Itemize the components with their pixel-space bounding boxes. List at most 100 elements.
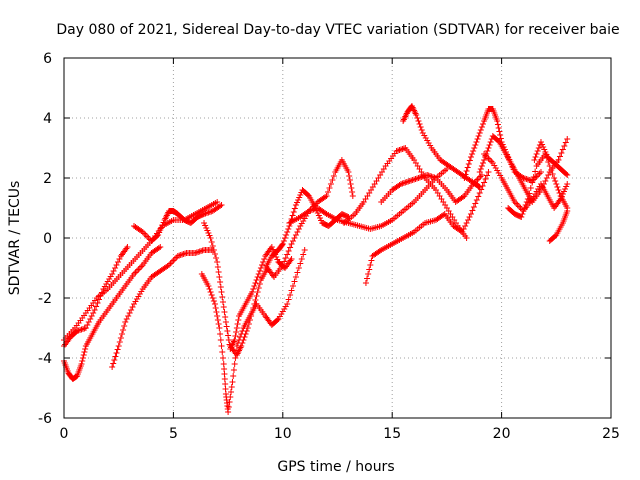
data-point (251, 283, 258, 289)
data-point (87, 316, 94, 322)
data-point (217, 203, 224, 209)
data-point (466, 214, 473, 220)
data-point (241, 334, 248, 340)
data-point (548, 167, 555, 173)
data-point (322, 194, 329, 200)
data-point (225, 404, 232, 410)
data-point (136, 265, 143, 271)
data-point (170, 257, 177, 264)
data-point (248, 313, 255, 319)
x-tick-label: 0 (60, 426, 69, 442)
data-point (285, 248, 292, 254)
data-point (123, 316, 130, 322)
data-point (218, 202, 225, 208)
data-point (135, 266, 142, 273)
data-point (78, 361, 85, 367)
data-point (254, 274, 261, 280)
data-point (418, 127, 425, 133)
data-point (476, 169, 483, 175)
data-point (253, 293, 260, 299)
series-track-19 (531, 139, 571, 178)
data-point (291, 205, 298, 212)
data-point (251, 301, 258, 307)
data-point (531, 157, 538, 163)
data-point (552, 178, 559, 184)
data-point (90, 310, 97, 316)
data-point (459, 194, 466, 200)
y-axis-title: SDTVAR / TECUs (7, 181, 23, 296)
x-axis-title: GPS time / hours (277, 459, 394, 475)
data-point (349, 193, 356, 199)
data-point (478, 163, 485, 169)
data-point (129, 304, 136, 310)
y-tick-label: 2 (43, 171, 52, 187)
data-point (214, 264, 221, 270)
data-point (417, 124, 424, 130)
data-point (214, 317, 221, 323)
data-point (110, 268, 117, 274)
data-point (279, 242, 286, 248)
data-point (255, 271, 262, 277)
data-point (214, 259, 221, 265)
data-point (465, 217, 472, 223)
data-point (279, 262, 286, 268)
data-point (206, 286, 213, 292)
data-point (364, 275, 371, 282)
data-point (291, 235, 298, 241)
data-point (81, 349, 88, 355)
data-point (211, 251, 218, 257)
data-point (467, 154, 474, 160)
data-point (475, 133, 482, 139)
data-point (327, 181, 334, 187)
data-point (222, 319, 229, 325)
data-point (532, 168, 539, 175)
data-point (362, 280, 369, 286)
series-track-8 (227, 157, 356, 358)
data-point (461, 175, 468, 181)
data-point (467, 211, 474, 217)
data-point (171, 256, 178, 262)
data-point (473, 139, 480, 145)
data-point (470, 204, 477, 210)
series-track-2 (61, 244, 164, 382)
data-point (210, 298, 217, 304)
data-point (477, 173, 484, 180)
data-point (519, 211, 526, 217)
data-point (252, 280, 259, 286)
data-point (326, 185, 333, 191)
series-track-18 (505, 151, 571, 220)
series-track-20 (546, 208, 571, 244)
data-point (218, 343, 225, 349)
data-point (470, 148, 477, 154)
data-point (256, 281, 263, 287)
data-point (208, 239, 215, 245)
data-point (250, 305, 257, 311)
series-track-16 (476, 133, 571, 205)
data-point (113, 262, 120, 268)
data-point (534, 148, 541, 154)
data-point (463, 168, 470, 174)
data-point (562, 139, 569, 146)
series-track-7 (201, 220, 295, 352)
data-point (295, 226, 302, 232)
data-point (210, 247, 217, 253)
data-point (216, 274, 223, 280)
data-point (225, 337, 232, 343)
data-point (325, 189, 332, 195)
data-point (219, 355, 226, 361)
data-point (231, 361, 238, 367)
data-point (463, 220, 470, 226)
data-point (124, 244, 131, 250)
data-point (563, 171, 570, 177)
data-point (516, 203, 523, 210)
data-point (142, 232, 149, 238)
data-point (209, 243, 216, 249)
data-point (486, 142, 493, 148)
data-point (481, 157, 488, 163)
data-point (288, 256, 295, 262)
y-tick-label: -6 (38, 411, 52, 427)
data-point (281, 235, 288, 241)
data-point (518, 214, 525, 220)
data-point (254, 289, 261, 295)
data-point (476, 190, 483, 196)
